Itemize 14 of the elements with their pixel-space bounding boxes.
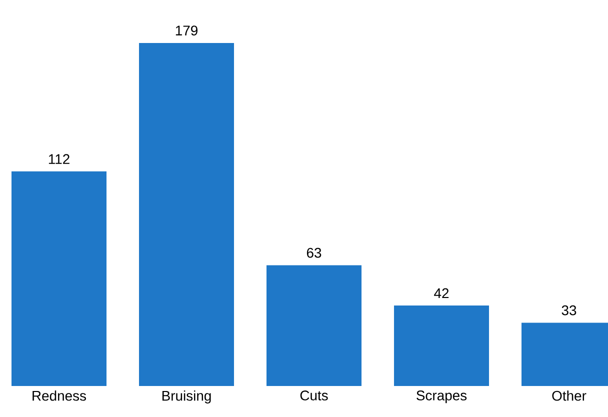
bar [139, 42, 234, 386]
x-tick-label: Cuts [300, 390, 328, 400]
data-label: 33 [562, 305, 576, 316]
bar [394, 306, 490, 386]
data-label: 42 [434, 288, 449, 298]
bar [266, 265, 362, 386]
x-tick-label: Bruising [162, 390, 211, 404]
data-label: 112 [48, 154, 70, 164]
bar [12, 171, 106, 386]
data-label: 179 [176, 26, 198, 36]
x-tick-label: Redness [32, 390, 86, 401]
x-tick-label: Other [552, 390, 586, 401]
x-tick-label: Scrapes [416, 390, 467, 404]
data-label: 63 [306, 248, 322, 258]
